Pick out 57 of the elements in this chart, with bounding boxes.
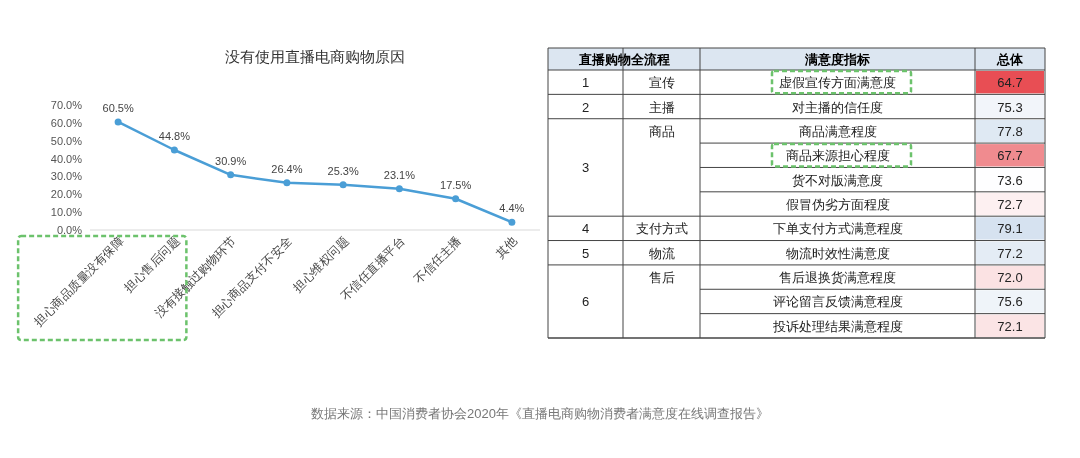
data-label: 73.6 [997,172,1023,188]
data-label: 67.7 [997,148,1023,164]
y2-tick-label: 物流 [648,245,675,261]
y-tick-label: 售后退换货满意程度 [779,270,896,286]
y-axis-title: 满意度指标 [804,52,870,67]
text: 直播购物全流程 [577,52,670,67]
data-label: 4.4% [499,202,525,215]
data-label: 72.0 [997,270,1023,286]
y-tick-label: 下单支付方式满意程度 [772,221,903,237]
x-tick-label: 总体 [996,52,1024,67]
data-label: 44.8% [158,130,191,142]
data-label: 77.2 [997,245,1023,261]
y-tick-label: 虚假宣传方面满意度 [779,75,896,91]
y2-tick-label: 支付方式 [635,221,688,237]
text: 6 [581,294,590,310]
data-label: 75.3 [997,99,1023,115]
data-label: 77.8 [997,123,1023,139]
y-tick-label: 商品满意程度 [798,123,877,139]
text: 1 [581,75,590,91]
y-tick-label: 商品来源担心程度 [785,148,890,164]
y2-tick-label: 售后 [648,270,675,286]
y2-tick-label: 宣传 [648,75,675,91]
y-tick-label: 评论留言反馈满意程度 [772,294,903,310]
data-label: 64.7 [997,75,1023,91]
y2-tick-label: 商品 [648,123,675,139]
y-tick-label: 假冒伪劣方面程度 [785,197,890,212]
data-label: 72.1 [997,318,1023,334]
x-tick-label: 不信任主播 [411,234,464,287]
data-label: 60.5% [102,101,134,114]
y-tick-label: 30.0% [50,170,83,183]
y-tick-label: 40.0% [50,152,83,165]
x-tick-label: 其他 [493,234,520,262]
y-tick-label: 70.0% [50,99,83,111]
y-tick-label: 20.0% [50,188,83,201]
chart-title: 没有使用直播电商购物原因 [225,48,405,65]
y-tick-label: 50.0% [50,134,83,147]
y2-tick-label: 主播 [648,99,675,115]
y-tick-label: 货不对版满意度 [792,172,883,188]
data-label: 26.4% [271,162,303,175]
y-tick-label: 60.0% [50,116,83,129]
text: 4 [581,221,590,237]
data-label: 79.1 [997,221,1023,237]
data-label: 25.3% [327,164,359,177]
y-tick-label: 物流时效性满意度 [785,245,890,261]
data-label: 23.1% [383,168,416,181]
y-tick-label: 0.0% [56,224,83,236]
source-note: 数据来源：中国消费者协会2020年《直播电商购物消费者满意度在线调查报告》 [311,406,769,421]
text: 3 [581,160,590,176]
y-tick-label: 对主播的信任度 [792,99,883,115]
text: 5 [581,245,590,261]
y-tick-label: 投诉处理结果满意程度 [771,318,903,334]
y-tick-label: 10.0% [50,206,83,219]
text: 2 [581,99,590,115]
data-label: 30.9% [215,154,247,167]
data-label: 17.5% [440,178,472,191]
data-label: 75.6 [997,294,1023,310]
data-label: 72.7 [997,197,1023,212]
